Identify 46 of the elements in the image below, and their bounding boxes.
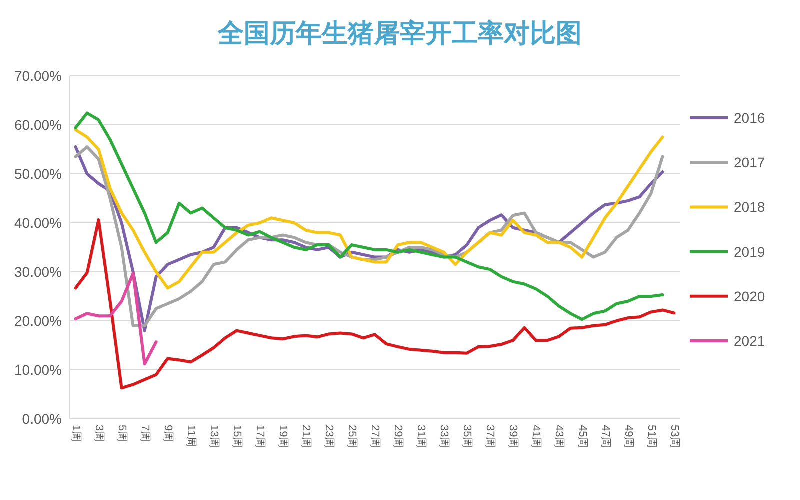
x-tick-label: 41周 <box>530 425 542 448</box>
x-tick-label: 39周 <box>507 425 520 448</box>
y-tick-label: 60.00% <box>14 117 62 133</box>
x-tick-label: 13周 <box>208 425 220 448</box>
x-tick-label: 21周 <box>300 425 312 448</box>
x-tick-label: 53周 <box>668 425 680 448</box>
x-tick-label: 1周 <box>70 425 82 442</box>
x-tick-label: 35周 <box>461 425 474 448</box>
x-tick-label: 49周 <box>622 425 634 448</box>
x-tick-label: 17周 <box>254 425 266 448</box>
x-tick-label: 7周 <box>138 425 151 442</box>
y-tick-label: 20.00% <box>14 313 62 329</box>
y-tick-label: 70.00% <box>14 68 62 84</box>
legend-label: 2019 <box>734 244 766 260</box>
x-tick-label: 43周 <box>553 425 566 448</box>
x-tick-label: 19周 <box>277 425 290 448</box>
x-tick-label: 47周 <box>599 425 612 448</box>
line-series <box>74 112 664 322</box>
legend-label: 2017 <box>734 154 766 171</box>
chart-title: 全国历年生猪屠宰开工率对比图 <box>217 18 582 48</box>
x-tick-label: 33周 <box>438 425 450 448</box>
x-tick-label: 51周 <box>645 425 658 448</box>
legend-label: 2021 <box>734 333 766 349</box>
x-tick-label: 25周 <box>346 425 358 448</box>
line-series <box>74 128 664 290</box>
x-tick-label: 31周 <box>415 425 428 448</box>
x-tick-label: 9周 <box>162 425 174 442</box>
y-tick-label: 50.00% <box>14 166 62 182</box>
legend-label: 2018 <box>734 199 766 216</box>
x-tick-label: 37周 <box>484 425 496 448</box>
x-tick-label: 23周 <box>323 425 336 448</box>
x-tick-label: 11周 <box>184 425 197 448</box>
x-tick-label: 5周 <box>116 425 128 442</box>
y-tick-label: 30.00% <box>14 264 62 280</box>
y-tick-label: 10.00% <box>14 362 62 378</box>
legend-label: 2020 <box>734 288 766 304</box>
x-tick-label: 3周 <box>92 425 105 442</box>
y-tick-label: 40.00% <box>14 215 62 231</box>
legend-label: 2016 <box>734 110 766 126</box>
y-tick-label: 0.00% <box>22 411 62 427</box>
x-tick-label: 15周 <box>230 425 243 448</box>
x-tick-label: 45周 <box>576 425 588 448</box>
x-tick-label: 27周 <box>369 425 382 448</box>
line-series <box>74 218 676 390</box>
line-series <box>74 272 158 366</box>
x-tick-label: 29周 <box>392 425 404 448</box>
